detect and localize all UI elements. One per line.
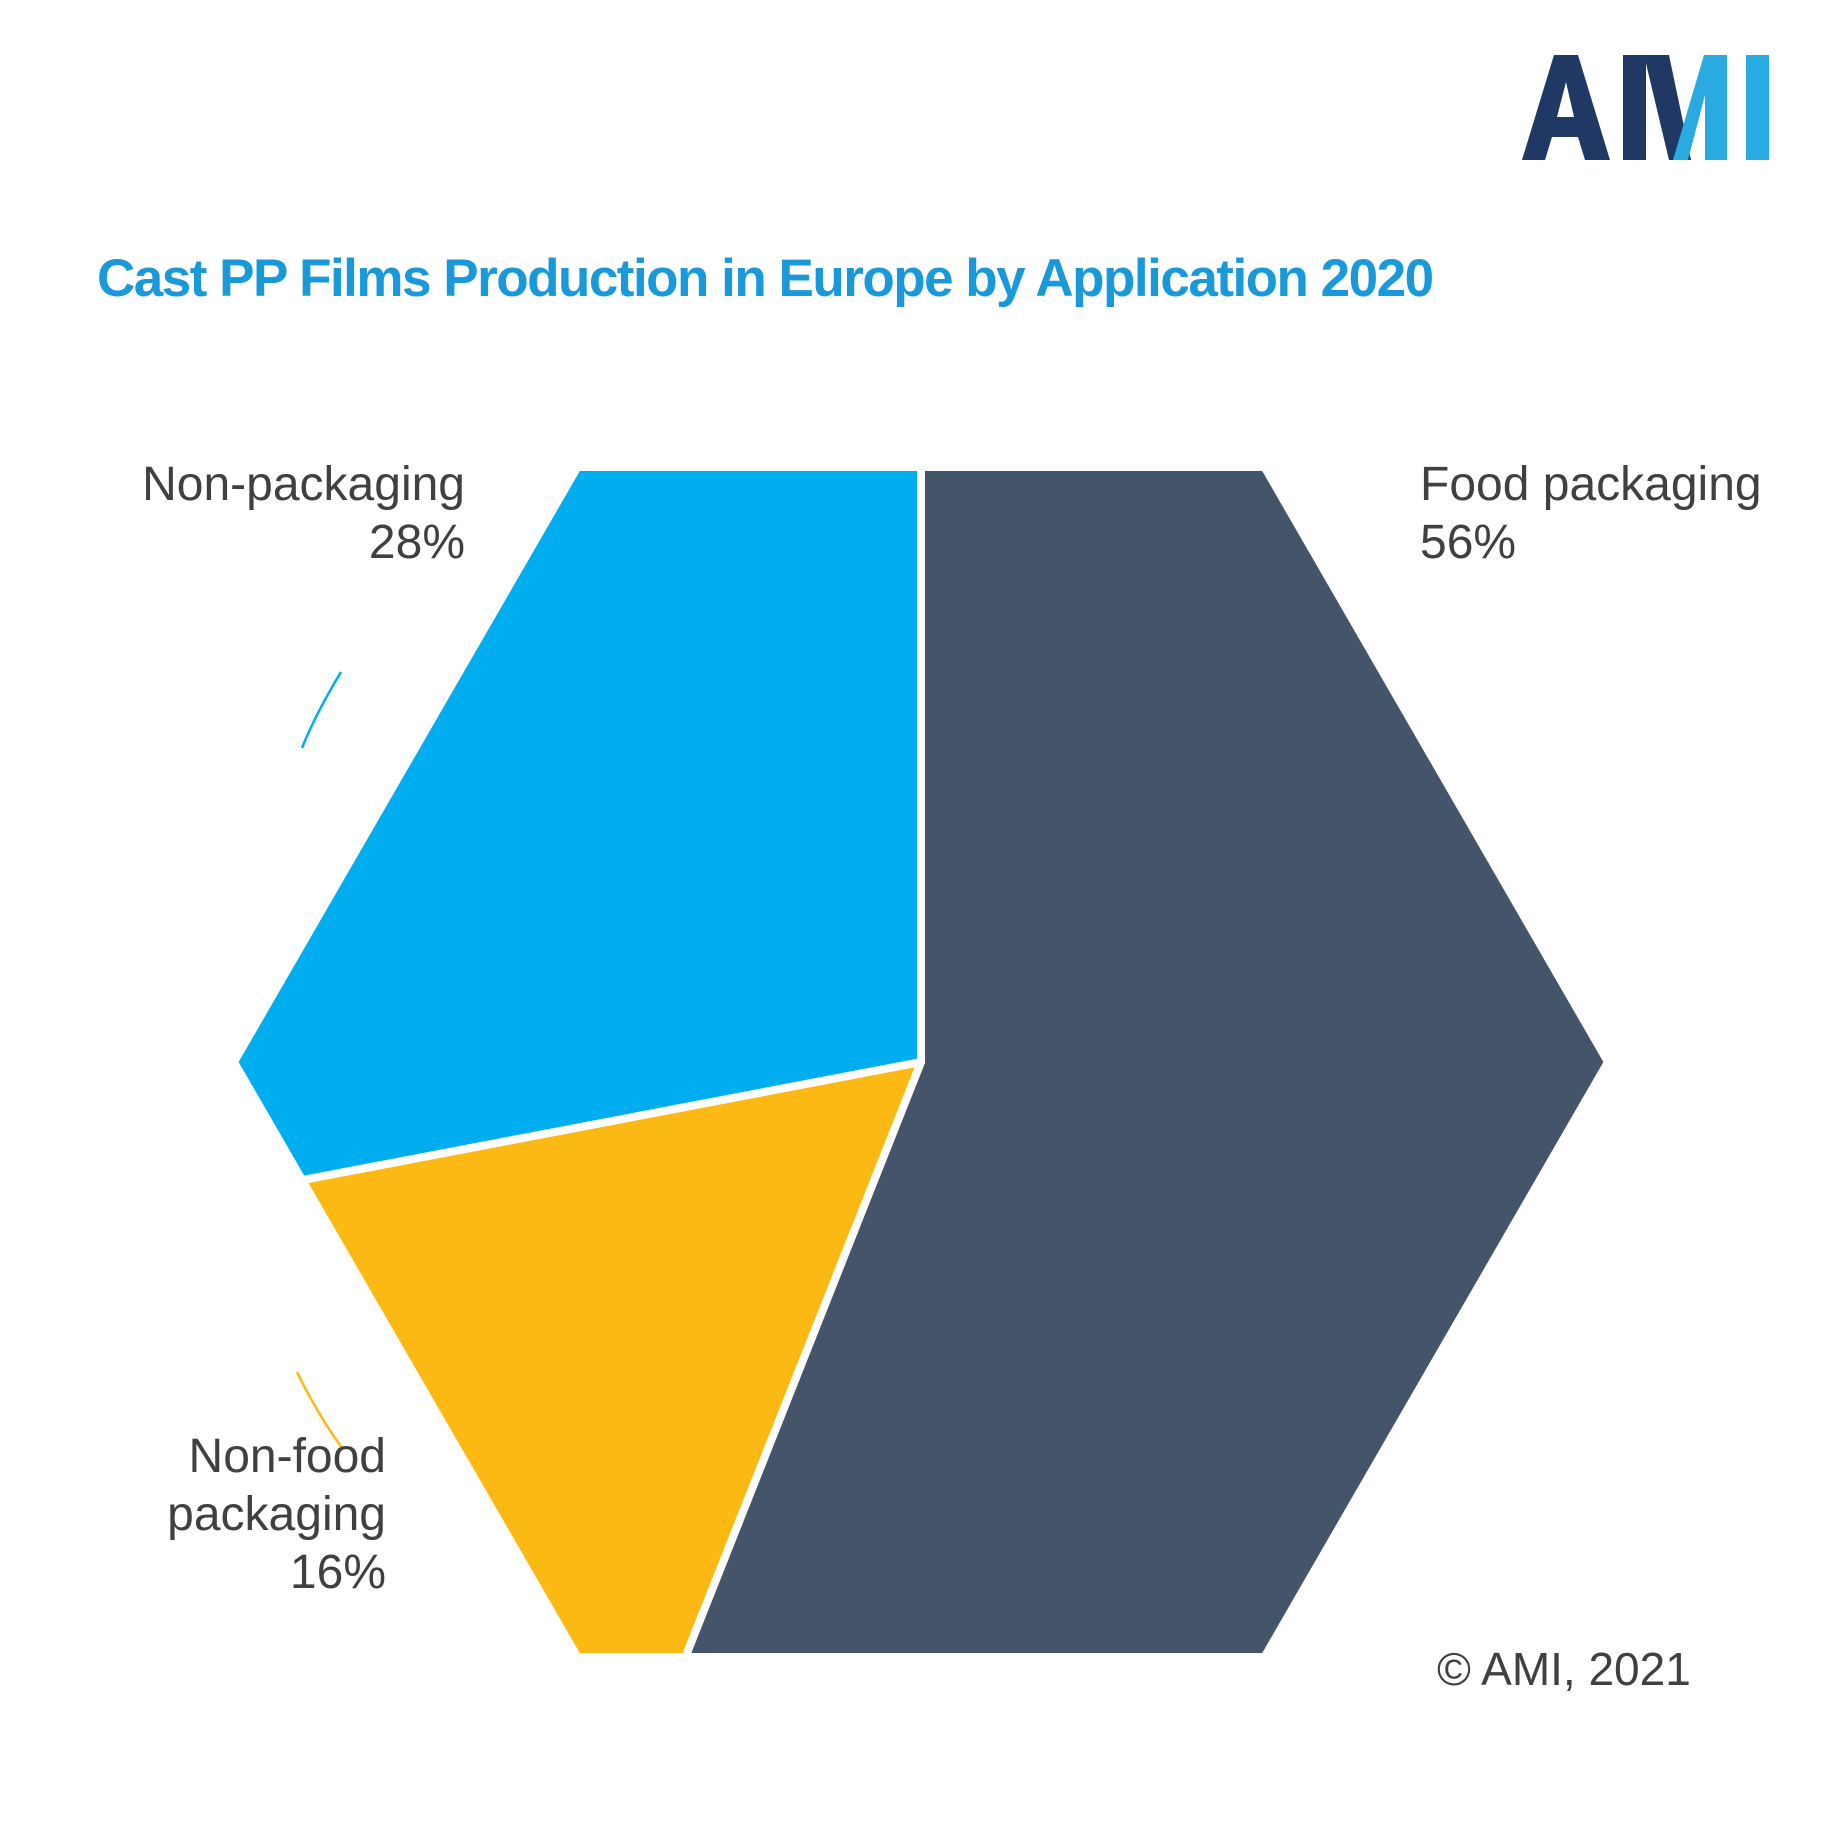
- slice-label-non-packaging: Non-packaging 28%: [65, 456, 465, 572]
- slice-label-line: packaging: [167, 1488, 386, 1541]
- slice-label-line: Non-food: [188, 1430, 386, 1483]
- slice-pct: 28%: [368, 516, 465, 569]
- slice-label-line: Food packaging: [1420, 458, 1762, 511]
- slice-label-food-packaging: Food packaging 56%: [1420, 456, 1762, 572]
- leader-line-non-packaging: [300, 671, 343, 749]
- slice-pct: 16%: [289, 1546, 386, 1599]
- chart-title: Cast PP Films Production in Europe by Ap…: [97, 249, 1434, 308]
- logo-letter-a: [1522, 55, 1610, 160]
- leader-line-non-food-packaging: [295, 1371, 344, 1449]
- slice-label-line: Non-packaging: [142, 458, 465, 511]
- copyright-text: © AMI, 2021: [1437, 1643, 1691, 1695]
- slice-pct: 56%: [1420, 516, 1517, 569]
- logo-letter-i: [1746, 55, 1769, 160]
- logo-letter-m-left: [1623, 55, 1691, 160]
- ami-logo: [1522, 55, 1769, 160]
- logo-letter-m-right: [1673, 55, 1727, 160]
- slice-label-non-food-packaging: Non-food packaging 16%: [66, 1428, 386, 1602]
- pie-slice-non-packaging: [230, 463, 925, 1185]
